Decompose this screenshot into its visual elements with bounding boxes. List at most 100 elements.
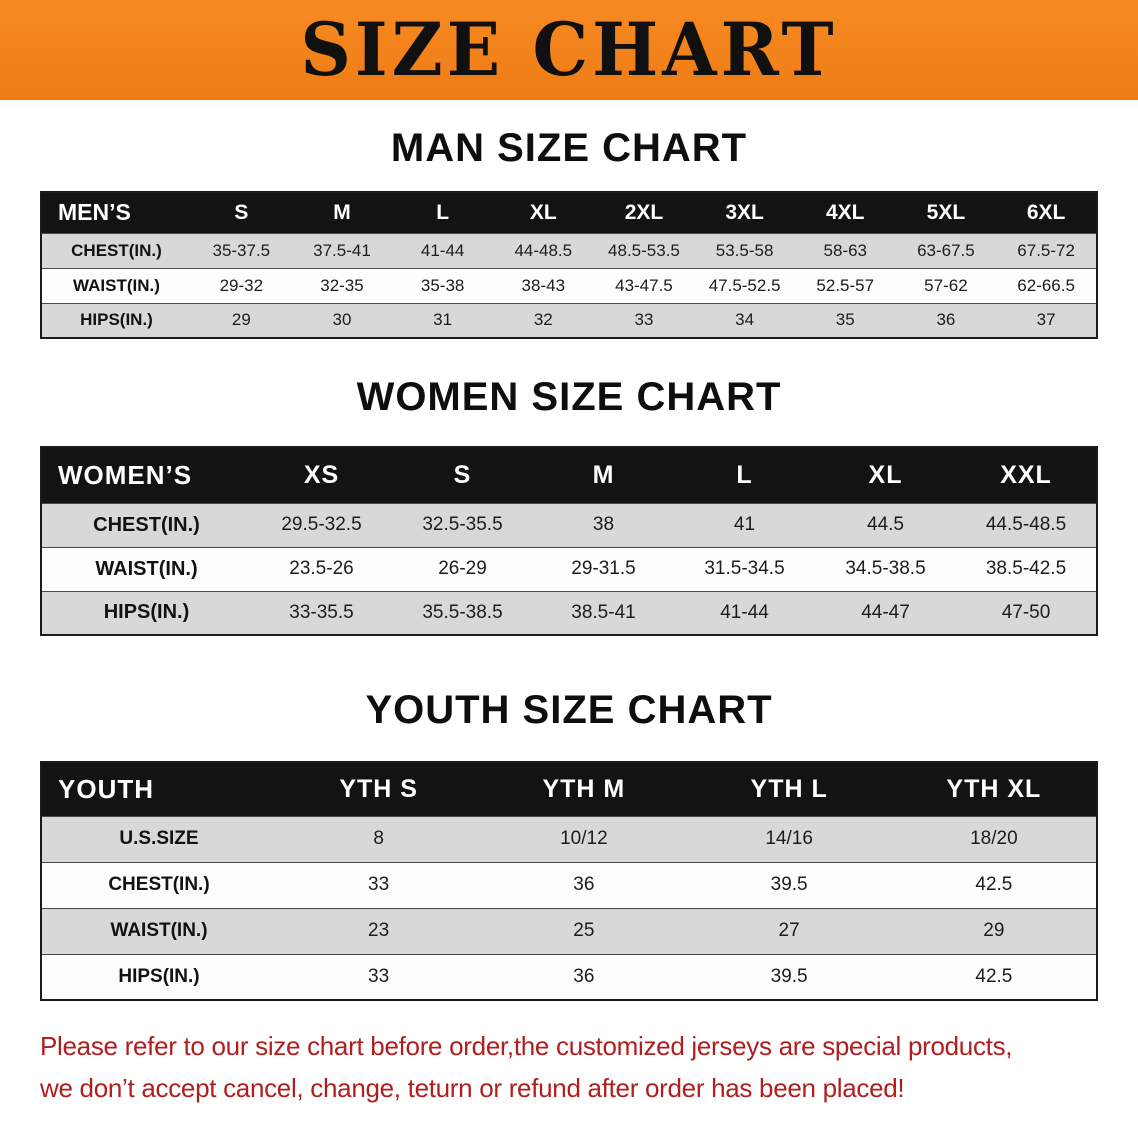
value-cell: 41 xyxy=(733,514,756,535)
men-section-heading: MAN SIZE CHART xyxy=(390,126,748,170)
row-label-cell: HIPS(IN.) xyxy=(118,965,200,987)
value-cell: 32 xyxy=(533,310,553,330)
value-cell: 38 xyxy=(592,514,615,535)
table-header-row: YOUTH YTH S YTH M YTH L YTH XL xyxy=(41,762,1097,816)
size-header-cell: XS xyxy=(251,447,392,503)
value-cell: 33 xyxy=(634,310,654,330)
women-size-table: WOMEN’S XS S M L XL XXL CHEST(IN.) 29.5-32.5 32.5… xyxy=(40,446,1098,636)
value-cell: 29-32 xyxy=(219,275,264,295)
size-chart-page: SIZE CHART MAN SIZE CHART MEN’S S M L XL 2XL 3… xyxy=(0,0,1138,1104)
table-row: HIPS(IN.) 29 30 31 32 33 34 35 36 37 xyxy=(41,303,1097,338)
value-cell: 18/20 xyxy=(970,828,1018,849)
value-cell: 48.5-53.5 xyxy=(608,240,680,260)
table-row: HIPS(IN.) 33 36 39.5 42.5 xyxy=(41,954,1097,1000)
value-cell: 44-47 xyxy=(861,601,910,623)
table-title-cell: WOMEN’S xyxy=(41,447,251,503)
value-cell: 44-48.5 xyxy=(514,240,573,260)
value-cell: 41-44 xyxy=(420,240,465,260)
size-header-cell: 3XL xyxy=(694,192,795,233)
row-label-cell: U.S.SIZE xyxy=(119,828,199,849)
row-label-cell: WAIST(IN.) xyxy=(110,920,208,941)
value-cell: 58-63 xyxy=(823,240,867,260)
value-cell: 30 xyxy=(332,310,352,330)
value-cell: 33-35.5 xyxy=(289,601,354,623)
value-cell: 44.5-48.5 xyxy=(985,514,1067,535)
value-cell: 47.5-52.5 xyxy=(708,275,781,295)
value-cell: 29 xyxy=(231,310,251,330)
size-header-cell: XXL xyxy=(956,447,1097,503)
disclaimer-note: Please refer to our size chart before or… xyxy=(40,1031,1115,1104)
value-cell: 8 xyxy=(373,828,384,849)
value-cell: 32.5-35.5 xyxy=(422,514,503,535)
value-cell: 36 xyxy=(573,874,595,895)
value-cell: 29.5-32.5 xyxy=(281,514,362,535)
table-row: HIPS(IN.) 33-35.5 35.5-38.5 38.5-41 41-44 44-… xyxy=(41,591,1097,635)
table-row: CHEST(IN.) 33 36 39.5 42.5 xyxy=(41,862,1097,908)
value-cell: 29 xyxy=(983,920,1005,941)
value-cell: 33 xyxy=(368,965,390,987)
row-label-cell: HIPS(IN.) xyxy=(103,601,190,624)
page-title: SIZE CHART xyxy=(300,5,838,94)
banner: SIZE CHART xyxy=(0,0,1138,100)
value-cell: 47-50 xyxy=(1001,601,1051,623)
size-header-cell: YTH L xyxy=(686,762,892,816)
value-cell: 27 xyxy=(778,920,800,941)
value-cell: 23.5-26 xyxy=(289,558,354,579)
value-cell: 38.5-42.5 xyxy=(985,558,1067,579)
value-cell: 31 xyxy=(433,310,453,330)
value-cell: 26-29 xyxy=(438,558,487,579)
value-cell: 62-66.5 xyxy=(1017,275,1075,295)
value-cell: 38.5-41 xyxy=(571,601,636,623)
row-label-cell: WAIST(IN.) xyxy=(95,557,198,580)
size-header-cell: S xyxy=(392,447,533,503)
value-cell: 39.5 xyxy=(770,965,808,987)
row-label-cell: WAIST(IN.) xyxy=(73,275,160,295)
size-header-cell: YTH M xyxy=(481,762,687,816)
value-cell: 43-47.5 xyxy=(615,275,673,295)
value-cell: 35-37.5 xyxy=(212,240,271,260)
disclaimer-line-1: Please refer to our size chart before or… xyxy=(40,1031,1013,1061)
table-row: U.S.SIZE 8 10/12 14/16 18/20 xyxy=(41,816,1097,862)
value-cell: 39.5 xyxy=(770,874,808,895)
table-row: WAIST(IN.) 29-32 32-35 35-38 38-43 43-47.5 47.… xyxy=(41,268,1097,303)
value-cell: 35-38 xyxy=(420,275,465,295)
size-header-cell: XL xyxy=(815,447,956,503)
value-cell: 63-67.5 xyxy=(917,240,975,260)
size-header-cell: L xyxy=(392,192,493,233)
value-cell: 34 xyxy=(735,310,755,330)
value-cell: 14/16 xyxy=(765,828,813,849)
value-cell: 38-43 xyxy=(521,275,566,295)
size-header-cell: 5XL xyxy=(895,192,997,233)
size-header-cell: 4XL xyxy=(794,192,896,233)
youth-section-heading: YOUTH SIZE CHART xyxy=(365,688,773,732)
value-cell: 36 xyxy=(936,310,956,330)
value-cell: 57-62 xyxy=(924,275,968,295)
value-cell: 37 xyxy=(1036,310,1056,330)
size-header-cell: S xyxy=(191,192,292,233)
size-header-cell: YTH S xyxy=(276,762,482,816)
youth-size-table: YOUTH YTH S YTH M YTH L YTH XL U.S.SIZE 8 10/12… xyxy=(40,761,1098,1001)
value-cell: 37.5-41 xyxy=(313,240,371,260)
value-cell: 52.5-57 xyxy=(816,275,875,295)
value-cell: 10/12 xyxy=(560,828,608,849)
value-cell: 41-44 xyxy=(720,601,769,623)
value-cell: 33 xyxy=(368,874,390,895)
table-row: CHEST(IN.) 29.5-32.5 32.5-35.5 38 41 44.5 44.5… xyxy=(41,503,1097,547)
value-cell: 25 xyxy=(573,920,595,941)
value-cell: 31.5-34.5 xyxy=(704,558,785,579)
value-cell: 53.5-58 xyxy=(715,240,774,260)
size-header-cell: M xyxy=(291,192,393,233)
size-header-cell: M xyxy=(533,447,674,503)
table-title-cell: YOUTH xyxy=(41,762,276,816)
table-header-row: WOMEN’S XS S M L XL XXL xyxy=(41,447,1097,503)
value-cell: 34.5-38.5 xyxy=(845,558,926,579)
table-row: WAIST(IN.) 23.5-26 26-29 29-31.5 31.5-34.5 34… xyxy=(41,547,1097,591)
row-label-cell: CHEST(IN.) xyxy=(93,513,200,536)
table-title-cell: MEN’S xyxy=(41,192,191,233)
women-section-heading: WOMEN SIZE CHART xyxy=(356,375,782,419)
value-cell: 23 xyxy=(368,920,390,941)
size-header-cell: L xyxy=(674,447,815,503)
size-header-cell: 2XL xyxy=(593,192,695,233)
table-row: WAIST(IN.) 23 25 27 29 xyxy=(41,908,1097,954)
table-header-row: MEN’S S M L XL 2XL 3XL 4XL 5XL 6XL xyxy=(41,192,1097,233)
